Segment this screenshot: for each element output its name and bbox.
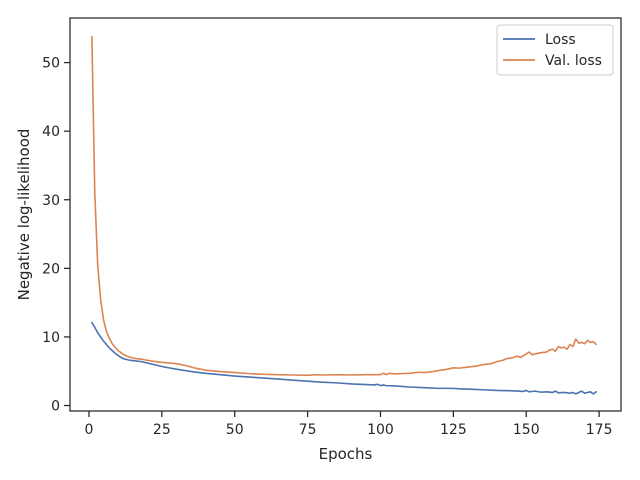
plot-area <box>70 18 621 411</box>
y-tick-label: 20 <box>42 261 60 277</box>
y-tick-label: 10 <box>42 330 60 346</box>
y-tick-label: 50 <box>42 56 60 72</box>
x-tick-label: 150 <box>513 422 540 438</box>
x-tick-label: 0 <box>84 422 93 438</box>
series-line-loss <box>91 321 598 395</box>
legend: Loss Val. loss <box>496 24 614 76</box>
x-tick-label: 50 <box>226 422 244 438</box>
legend-box <box>496 24 614 76</box>
x-tick-label: 125 <box>440 422 467 438</box>
x-tick-label: 25 <box>153 422 171 438</box>
legend-label-val-loss: Val. loss <box>545 53 602 69</box>
y-axis-label: Negative log-likelihood <box>15 129 33 301</box>
series-layer <box>91 35 598 395</box>
x-tick-label: 175 <box>586 422 613 438</box>
y-axis: 0 10 20 30 40 50 <box>42 56 70 415</box>
series-line-val-loss <box>91 35 598 377</box>
x-tick-label: 75 <box>299 422 317 438</box>
plot-frame <box>69 17 622 412</box>
x-tick-label: 100 <box>367 422 394 438</box>
y-tick-label: 0 <box>51 399 60 415</box>
x-axis-label: Epochs <box>319 445 373 463</box>
y-tick-label: 30 <box>42 193 60 209</box>
legend-label-loss: Loss <box>545 32 576 48</box>
y-tick-label: 40 <box>42 124 60 140</box>
x-axis: 0 25 50 75 100 125 150 175 <box>84 411 613 438</box>
